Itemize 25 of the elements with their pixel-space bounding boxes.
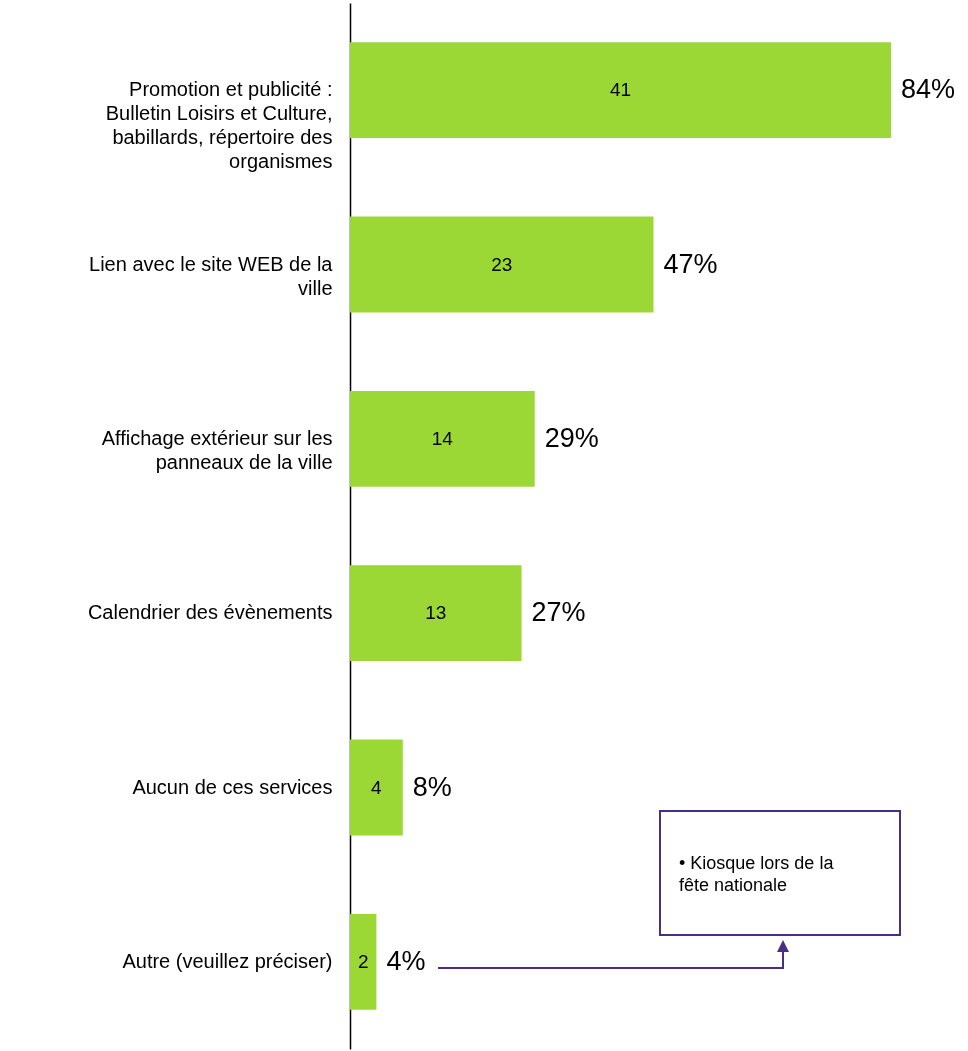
y-tick-label: Promotion et publicité : Bulletin Loisirs et Culture, babillards, répertoire des organismes	[105, 78, 333, 173]
annotation: 47%	[663, 248, 718, 279]
y-tick-label: Affichage extérieur sur les panneaux de la ville	[101, 426, 333, 473]
y-tick-label: Lien avec le site WEB de la ville	[89, 252, 334, 299]
data-label: 23	[491, 253, 513, 275]
bar	[350, 739, 403, 836]
annotation: 4%	[386, 945, 426, 976]
bar	[350, 913, 377, 1010]
data-label: 2	[357, 950, 369, 972]
bar	[350, 216, 654, 313]
data-label: 13	[425, 602, 447, 624]
data-label: 4	[371, 776, 383, 798]
y-tick-label: Calendrier des évènements	[87, 601, 333, 624]
bar	[350, 42, 891, 139]
y-tick-label: Aucun de ces services	[132, 775, 333, 798]
annotation: 8%	[412, 771, 452, 802]
annotation: 29%	[544, 422, 599, 453]
callout-box: • Kiosque lors de la fête nationale	[659, 810, 901, 936]
annotation: 27%	[531, 597, 586, 628]
bar	[350, 565, 522, 662]
bar	[350, 390, 535, 487]
annotation: 84%	[901, 74, 956, 105]
data-label: 14	[431, 427, 454, 449]
y-tick-label: Autre (veuillez préciser)	[122, 949, 333, 972]
data-label: 41	[609, 79, 632, 101]
